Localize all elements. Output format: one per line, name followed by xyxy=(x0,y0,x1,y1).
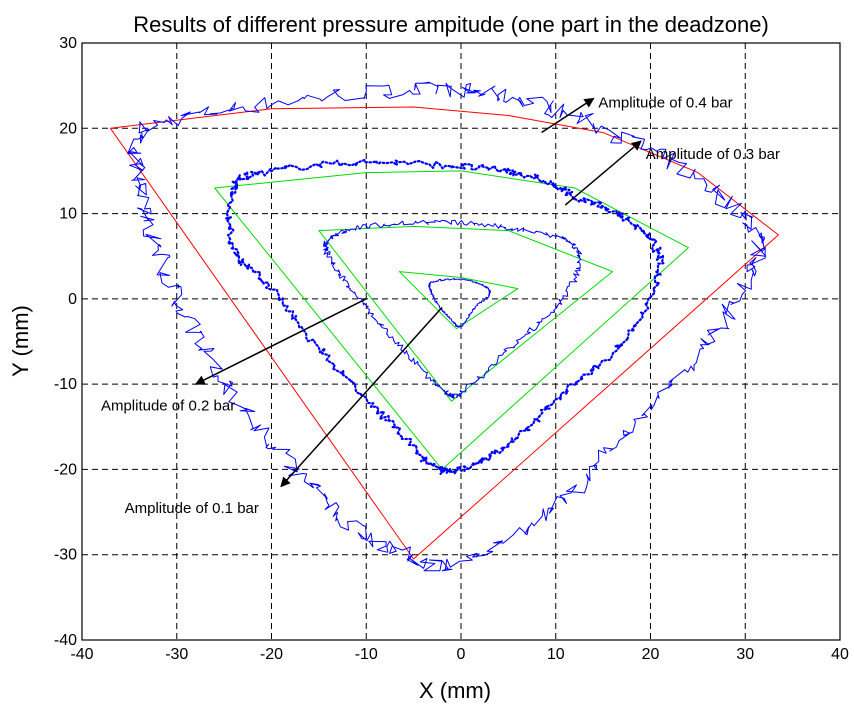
annotation-arrow xyxy=(541,97,595,134)
y-tick-label: -20 xyxy=(54,461,77,478)
x-tick-label: 30 xyxy=(736,646,754,663)
chart-title: Results of different pressure ampitude (… xyxy=(133,12,769,37)
series-blue-6 xyxy=(322,219,583,399)
annotation-label: Amplitude of 0.4 bar xyxy=(598,95,732,112)
tick-labels: -40 -30 -20 -10 0 10 20 30 40 -40 -30 -20 -10 0 10 20 30 xyxy=(54,35,849,663)
y-tick-label: 0 xyxy=(68,291,77,308)
annotation-arrow xyxy=(564,140,642,206)
x-axis-label: X (mm) xyxy=(419,678,491,703)
x-tick-label: 20 xyxy=(642,646,660,663)
y-tick-label: -10 xyxy=(54,376,77,393)
y-tick-label: 10 xyxy=(59,206,77,223)
annotation-label: Amplitude of 0.2 bar xyxy=(101,397,235,414)
annotation-label: Amplitude of 0.1 bar xyxy=(125,500,259,517)
y-axis-label: Y (mm) xyxy=(8,305,33,377)
series-blue-4 xyxy=(127,81,767,572)
y-tick-label: 30 xyxy=(59,35,77,52)
x-tick-label: 10 xyxy=(547,646,565,663)
x-tick-label: 0 xyxy=(457,646,466,663)
x-tick-label: 40 xyxy=(831,646,849,663)
x-tick-label: -30 xyxy=(165,646,188,663)
annotation-arrow xyxy=(194,298,367,385)
y-tick-label: -30 xyxy=(54,547,77,564)
annotation-label: Amplitude of 0.3 bar xyxy=(646,146,780,163)
x-tick-label: -10 xyxy=(355,646,378,663)
series-blue-5 xyxy=(225,158,665,475)
series-group xyxy=(109,81,779,572)
x-tick-label: -20 xyxy=(260,646,283,663)
annotation-group: Amplitude of 0.4 bar Amplitude of 0.3 bar… xyxy=(101,95,780,517)
series-red-0 xyxy=(109,106,779,560)
series-blue-7 xyxy=(428,278,491,328)
series-green-3 xyxy=(398,271,519,330)
y-tick-label: -40 xyxy=(54,632,77,649)
grid-lines xyxy=(82,43,840,640)
x-tick-label: -40 xyxy=(70,646,93,663)
y-tick-label: 20 xyxy=(59,120,77,137)
series-green-2 xyxy=(318,225,614,402)
annotation-arrow xyxy=(280,306,443,488)
plot-frame xyxy=(81,42,841,641)
